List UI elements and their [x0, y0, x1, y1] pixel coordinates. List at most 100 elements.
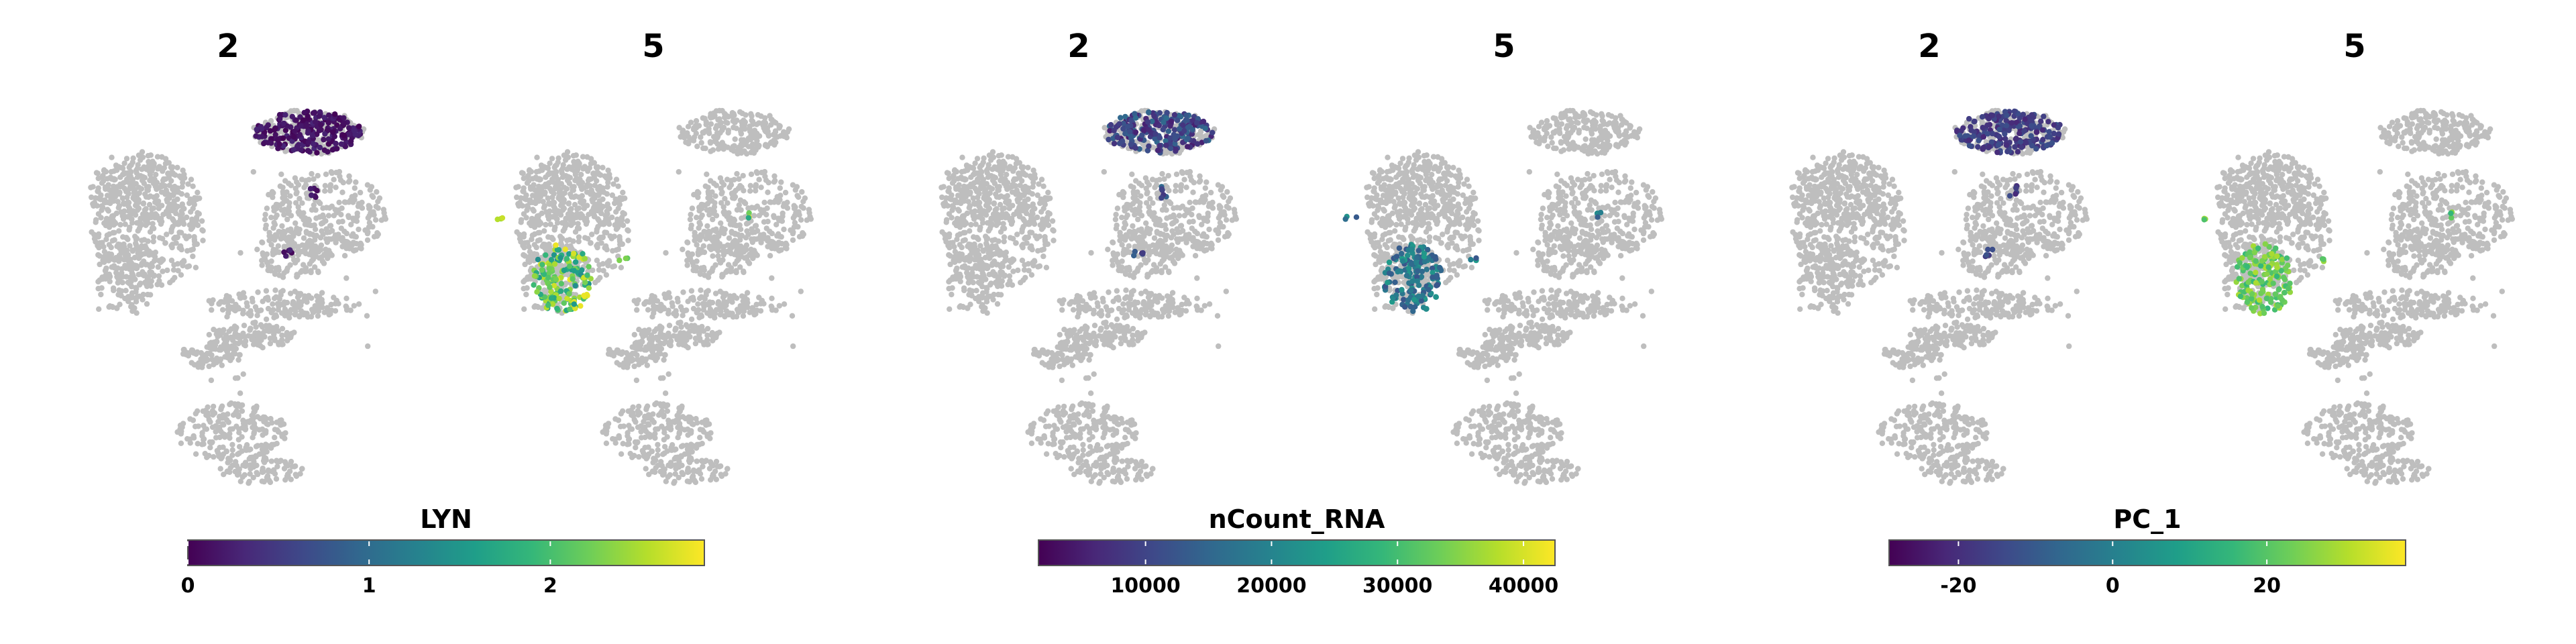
cell-point — [557, 288, 564, 294]
cell-point — [93, 239, 99, 245]
cell-point — [325, 119, 331, 126]
cell-point — [327, 223, 333, 229]
cell-point — [372, 288, 378, 294]
cell-point — [279, 433, 285, 439]
cell-point — [673, 325, 679, 332]
cell-point — [535, 196, 541, 203]
cell-point — [302, 221, 309, 227]
cell-point — [781, 226, 787, 233]
cell-point — [278, 458, 284, 464]
cell-point — [237, 294, 244, 301]
cell-point — [584, 182, 590, 188]
cell-point — [641, 419, 647, 425]
cell-point — [111, 287, 117, 294]
cell-point — [704, 325, 711, 332]
cell-point — [606, 346, 612, 353]
cell-point — [776, 303, 783, 309]
cell-point — [771, 179, 777, 185]
cell-point — [693, 416, 699, 422]
cell-point — [565, 154, 572, 160]
cell-point — [303, 123, 310, 129]
cell-point — [571, 301, 577, 307]
cell-point — [743, 242, 750, 248]
cell-point — [741, 148, 747, 154]
cell-point — [557, 255, 564, 261]
cell-point — [294, 225, 300, 231]
cell-point — [235, 412, 241, 419]
cell-point — [225, 460, 231, 466]
cell-point — [356, 123, 362, 129]
cell-point — [683, 307, 690, 313]
cell-point — [688, 316, 695, 323]
cell-point — [259, 331, 266, 337]
cell-point — [98, 291, 104, 298]
cell-point — [558, 280, 564, 286]
cell-point — [284, 265, 290, 271]
cell-point — [195, 189, 201, 196]
panel-title: 2 — [217, 28, 239, 65]
cell-point — [650, 460, 656, 466]
cell-point — [698, 312, 704, 318]
cell-point — [104, 193, 111, 199]
cell-point — [748, 171, 755, 177]
cell-point — [185, 181, 191, 187]
cell-point — [259, 239, 266, 246]
cell-point — [983, 167, 990, 173]
cell-point — [525, 178, 532, 184]
cell-point — [643, 466, 649, 472]
cell-point — [217, 347, 224, 353]
cell-point — [798, 288, 804, 294]
cell-point — [129, 266, 135, 272]
cell-point — [731, 176, 737, 182]
cell-point — [192, 241, 198, 248]
cell-point — [132, 181, 138, 187]
cell-point — [946, 252, 952, 258]
cell-point — [694, 441, 700, 447]
cell-point — [1045, 210, 1051, 216]
cell-point — [189, 216, 195, 223]
cell-point — [696, 295, 703, 301]
cell-point — [327, 184, 333, 191]
cell-point — [339, 205, 345, 211]
cell-point — [774, 242, 781, 248]
cell-point — [216, 301, 222, 307]
cell-point — [263, 222, 269, 229]
cell-point — [535, 256, 541, 263]
cell-point — [1045, 189, 1051, 196]
cell-point — [279, 337, 285, 343]
cell-point — [634, 307, 640, 313]
cell-point — [309, 170, 315, 177]
cell-point — [241, 323, 248, 329]
cell-point — [758, 184, 764, 191]
cell-point — [636, 453, 642, 460]
cell-point — [975, 236, 981, 242]
cell-point — [605, 179, 611, 186]
cell-point — [153, 172, 159, 178]
cell-point — [262, 211, 268, 217]
cell-point — [628, 358, 635, 364]
cell-point — [140, 291, 146, 298]
cell-point — [545, 302, 551, 309]
cell-point — [108, 244, 114, 251]
cell-point — [984, 199, 990, 206]
cell-point — [299, 176, 305, 182]
cell-point — [1030, 260, 1036, 266]
cell-point — [237, 352, 243, 358]
cell-point — [244, 300, 250, 306]
cell-point — [254, 340, 260, 346]
cell-point — [606, 205, 612, 212]
cell-point — [641, 301, 647, 307]
cell-point — [718, 220, 724, 226]
cell-point — [367, 187, 373, 193]
cell-point — [714, 130, 720, 136]
cell-point — [335, 231, 341, 237]
cell-point — [947, 244, 953, 251]
cell-point — [521, 306, 527, 312]
cell-point — [219, 307, 226, 313]
cell-point — [1005, 281, 1011, 288]
cell-point — [548, 295, 555, 301]
cell-point — [356, 201, 362, 207]
cell-point — [777, 185, 784, 191]
cell-point — [702, 417, 708, 424]
cell-point — [325, 255, 331, 261]
